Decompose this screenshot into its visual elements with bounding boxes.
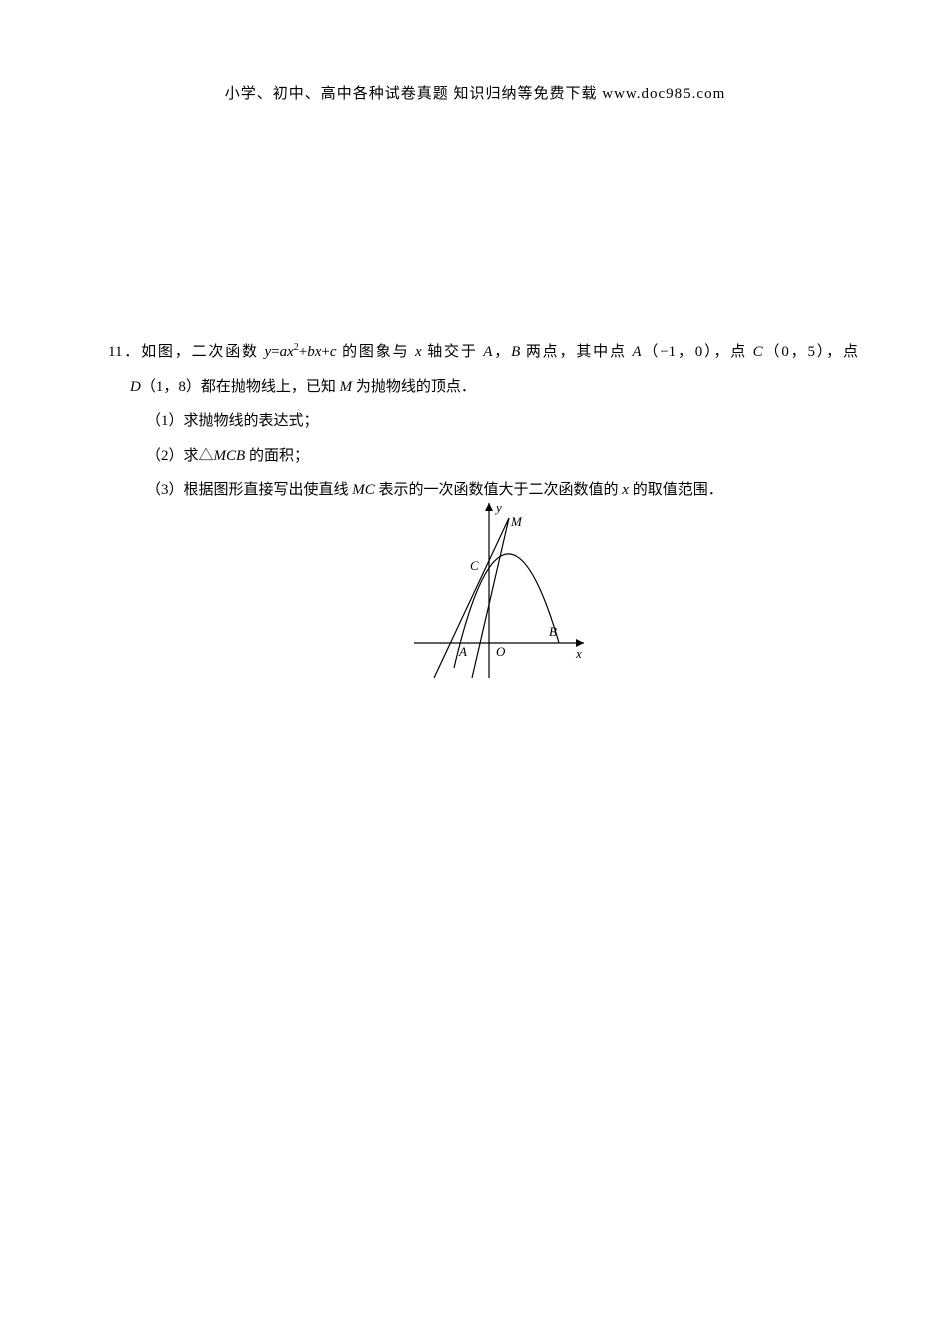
var-x-axis: x — [415, 344, 422, 360]
eq-sign: = — [271, 344, 279, 360]
sub3-pre: （3）根据图形直接写出使直线 — [146, 482, 352, 498]
plus-2: + — [321, 344, 329, 360]
y-axis-arrow — [485, 503, 493, 511]
var-a: a — [280, 344, 288, 360]
point-D: （1，8）都在抛物线上，已知 — [141, 379, 340, 395]
label-B: B — [549, 624, 557, 639]
label-A: A — [458, 644, 467, 659]
parabola-figure: y x O A B C M — [404, 498, 594, 688]
var-A2: A — [632, 344, 641, 360]
label-x: x — [575, 646, 582, 661]
problem-number: 11． — [108, 344, 141, 360]
stem-text: 为抛物线的顶点． — [352, 379, 476, 395]
sub3-mid: 表示的一次函数值大于二次函数值的 — [375, 482, 623, 498]
sub2-pre: （2）求△ — [146, 448, 214, 464]
label-O: O — [496, 644, 506, 659]
figure-svg: y x O A B C M — [404, 498, 594, 688]
problem-11: 11．如图，二次函数 y=ax2+bx+c 的图象与 x 轴交于 A，B 两点，… — [108, 335, 858, 508]
var-MC: MC — [352, 482, 375, 498]
label-y: y — [494, 500, 502, 515]
var-MCB: MCB — [214, 448, 246, 464]
var-b: b — [307, 344, 315, 360]
var-c: c — [330, 344, 337, 360]
sub2-post: 的面积； — [245, 448, 309, 464]
label-C: C — [470, 558, 479, 573]
stem-text: 轴交于 — [422, 344, 484, 360]
var-x-range: x — [622, 482, 629, 498]
var-M: M — [340, 379, 353, 395]
var-B: B — [511, 344, 520, 360]
var-C: C — [753, 344, 763, 360]
point-C: （0，5），点 — [763, 344, 858, 360]
subquestion-1: （1）求抛物线的表达式； — [108, 404, 858, 439]
var-D: D — [130, 379, 141, 395]
sub3-post: 的取值范围． — [629, 482, 723, 498]
label-M: M — [510, 514, 523, 529]
page-header: 小学、初中、高中各种试卷真题 知识归纳等免费下载 www.doc985.com — [0, 82, 950, 103]
subquestion-2: （2）求△MCB 的面积； — [108, 439, 858, 474]
problem-stem-line1: 11．如图，二次函数 y=ax2+bx+c 的图象与 x 轴交于 A，B 两点，… — [108, 335, 858, 370]
problem-stem-line2: D（1，8）都在抛物线上，已知 M 为抛物线的顶点． — [108, 370, 858, 405]
stem-text: 如图，二次函数 — [141, 344, 264, 360]
var-x2: x — [287, 344, 294, 360]
plus-1: + — [299, 344, 307, 360]
point-A: （−1，0），点 — [642, 344, 753, 360]
stem-text: 的图象与 — [337, 344, 415, 360]
stem-text: ， — [492, 344, 511, 360]
stem-text: 两点，其中点 — [520, 344, 632, 360]
